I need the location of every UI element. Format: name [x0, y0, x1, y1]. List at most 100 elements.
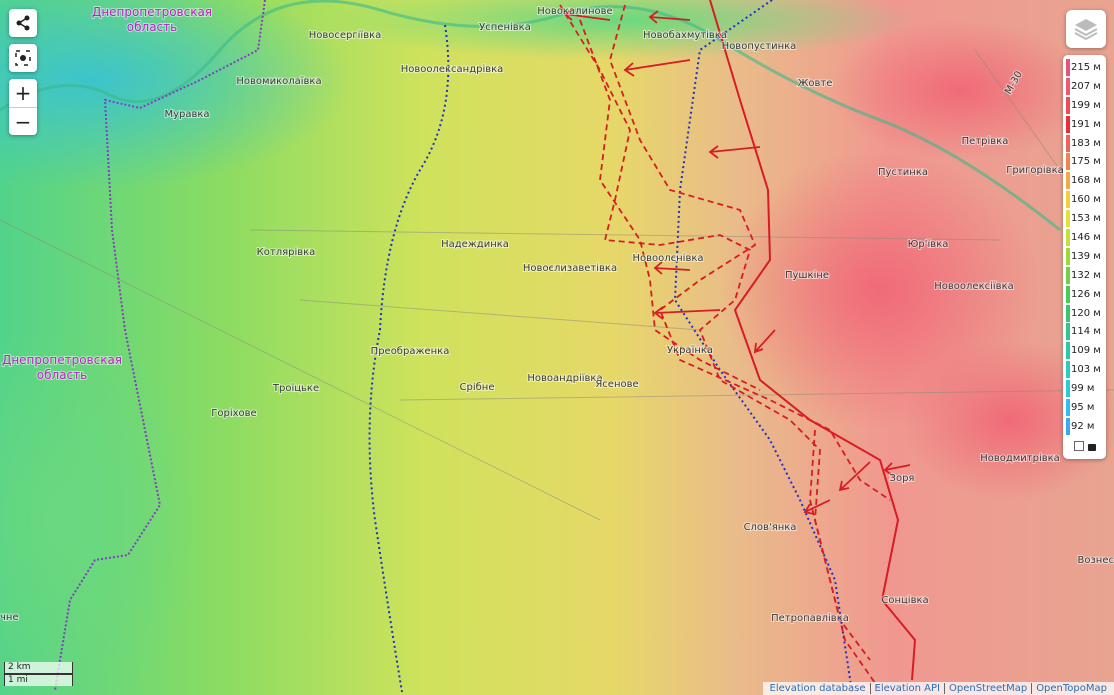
place-label: Сонцівка	[881, 594, 928, 606]
terrain	[900, 340, 1114, 500]
legend-row: 175 м	[1063, 152, 1106, 171]
place-label: Горіхове	[211, 407, 256, 419]
labels: ДнепропетровскаяобластьДнепропетровскаяо…	[0, 4, 1114, 625]
legend-footer	[1063, 436, 1106, 456]
terrain	[0, 0, 350, 190]
place-label: Надеждинка	[441, 239, 509, 250]
legend-swatch	[1066, 96, 1070, 114]
place-label: Новоєлизаветівка	[523, 262, 617, 274]
legend-swatch	[1066, 323, 1070, 341]
place-label: Муравка	[164, 109, 209, 120]
legend-label: 191 м	[1071, 118, 1101, 130]
legend-label: 99 м	[1071, 383, 1095, 395]
locate-icon	[15, 50, 31, 66]
dotted-line	[368, 24, 450, 693]
legend-label: 207 м	[1071, 80, 1101, 92]
legend-label: 92 м	[1071, 420, 1095, 432]
attribution-link[interactable]: OpenStreetMap	[943, 683, 1031, 694]
legend-swatch	[1066, 191, 1070, 209]
legend-label: 160 м	[1071, 194, 1101, 206]
place-label: Новоандріївка	[527, 372, 602, 384]
legend-label: 215 м	[1071, 61, 1101, 73]
place-label: Новоолексіївка	[934, 280, 1013, 292]
region-label: Днепропетровская	[2, 353, 122, 367]
place-label: Троїцьке	[272, 383, 319, 394]
share-button[interactable]	[9, 9, 37, 37]
place-label: чне	[0, 612, 19, 623]
place-label: Котлярівка	[257, 246, 316, 258]
legend-row: 199 м	[1063, 96, 1106, 115]
legend-label: 126 м	[1071, 288, 1101, 300]
legend-swatch	[1066, 398, 1070, 416]
place-label: Пушкіне	[785, 269, 829, 281]
legend-row: 168 м	[1063, 171, 1106, 190]
place-label: Успенівка	[479, 21, 531, 33]
place-label: Вознес	[1078, 555, 1114, 566]
attribution: Elevation database Elevation API OpenStree…	[762, 682, 1114, 695]
lock-icon	[1087, 443, 1096, 451]
place-label: Новодмитрівка	[980, 452, 1060, 464]
region-boundary	[54, 0, 266, 691]
legend-swatch	[1066, 210, 1070, 228]
legend-label: 168 м	[1071, 175, 1101, 187]
place-label: Григорівка	[1006, 164, 1064, 176]
place-label: Новоолександрівка	[401, 63, 504, 75]
legend-row: 153 м	[1063, 209, 1106, 228]
legend-swatch	[1066, 342, 1070, 360]
road	[0, 49, 1114, 521]
legend-swatch	[1066, 172, 1070, 190]
attack-arrow	[563, 8, 911, 515]
terrain	[830, 20, 1090, 160]
place-label: Срібне	[460, 381, 495, 393]
scale-mi: 1 mi	[4, 674, 73, 686]
locate-button[interactable]	[9, 44, 37, 72]
legend-swatch	[1066, 228, 1070, 246]
legend-row: 92 м	[1063, 417, 1106, 436]
legend-row: 215 м	[1063, 58, 1106, 77]
place-label: Новопустинка	[722, 41, 797, 52]
legend-swatch	[1066, 304, 1070, 322]
layers-button[interactable]	[1066, 10, 1106, 48]
river	[0, 0, 1061, 232]
terrain	[320, 0, 920, 60]
region-label: область	[37, 368, 87, 382]
legend-label: 175 м	[1071, 156, 1101, 168]
legend-row: 146 м	[1063, 228, 1106, 247]
dotted-line	[673, 0, 853, 693]
place-label: Новокалинове	[537, 6, 612, 17]
zoom-control: + −	[9, 79, 37, 135]
attribution-link[interactable]: Elevation database	[769, 683, 866, 694]
place-label: Петропавлівка	[771, 612, 849, 624]
legend-label: 132 м	[1071, 269, 1101, 281]
legend-swatch	[1066, 77, 1070, 95]
legend-swatch	[1066, 380, 1070, 398]
elevation-legend: 215 м 207 м 199 м 191 м 183 м 175 м 168 м 160 м…	[1063, 55, 1106, 459]
zoom-in[interactable]: +	[14, 81, 32, 105]
attribution-link[interactable]: Elevation API	[869, 683, 944, 694]
legend-label: 109 м	[1071, 345, 1101, 357]
place-label: Новомиколаївка	[236, 76, 321, 87]
legend-swatch	[1066, 115, 1070, 133]
terrain	[0, 320, 200, 695]
legend-row: 114 м	[1063, 322, 1106, 341]
legend-swatch	[1066, 417, 1070, 435]
legend-row: 183 м	[1063, 134, 1106, 153]
place-label: Новоолєнівка	[632, 252, 703, 264]
place-label: Слов'янка	[744, 522, 797, 533]
place-label: Петрівка	[962, 135, 1009, 147]
legend-label: 139 м	[1071, 250, 1101, 262]
legend-label: 146 м	[1071, 231, 1101, 243]
scale-km: 2 km	[4, 662, 73, 674]
front-line-dashed	[559, 4, 891, 691]
attribution-link[interactable]: OpenTopoMap	[1031, 683, 1111, 694]
legend-label: 120 м	[1071, 307, 1101, 319]
zoom-out[interactable]: −	[9, 107, 37, 136]
front-line	[709, 0, 917, 681]
legend-row: 126 м	[1063, 285, 1106, 304]
lock-checkbox[interactable]	[1073, 440, 1084, 451]
share-icon	[16, 15, 30, 31]
legend-swatch	[1066, 153, 1070, 171]
legend-swatch	[1066, 134, 1070, 152]
